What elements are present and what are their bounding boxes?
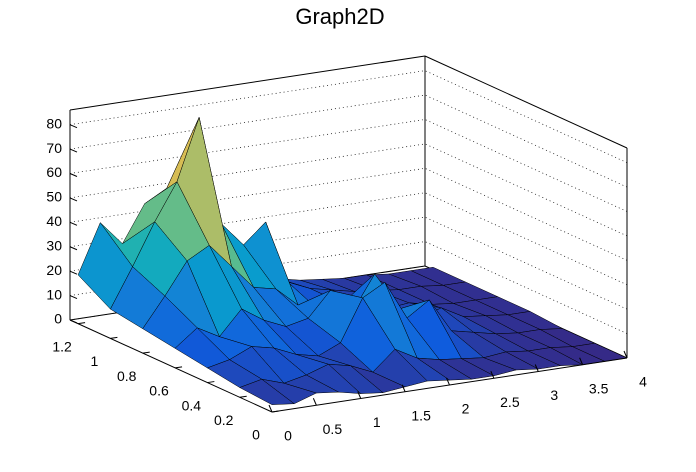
x-tick-label: 3.5 — [589, 380, 609, 396]
z-tick — [69, 221, 78, 226]
z-tick-label: 40 — [46, 213, 62, 229]
z-tick-label: 60 — [46, 164, 62, 180]
z-tick-label: 80 — [46, 115, 62, 131]
y-tick-label: 0 — [252, 427, 260, 443]
x-tick-label: 4 — [639, 374, 647, 390]
x-tick — [579, 357, 584, 365]
y-tick-label: 0.4 — [182, 397, 202, 413]
z-tick-label: 50 — [46, 189, 62, 205]
y-tick-label: 1 — [91, 353, 99, 369]
z-tick — [69, 270, 78, 275]
y-tick — [239, 395, 247, 398]
x-tick — [268, 404, 273, 413]
chart-title: Graph2D — [295, 4, 384, 29]
y-tick — [271, 410, 280, 413]
z-tick — [69, 295, 78, 300]
y-tick — [207, 381, 215, 384]
x-tick — [357, 391, 362, 399]
y-tick — [110, 336, 118, 339]
x-tick — [623, 350, 628, 359]
y-tick — [78, 322, 86, 325]
x-tick-label: 2 — [462, 401, 470, 417]
x-tick — [490, 371, 495, 379]
z-tick-label: 30 — [46, 237, 62, 253]
y-tick-label: 0.6 — [149, 383, 169, 399]
x-tick-label: 2.5 — [500, 394, 520, 410]
x-tick — [534, 364, 539, 372]
x-tick-label: 3 — [550, 387, 558, 403]
z-tick-label: 70 — [46, 140, 62, 156]
y-tick — [174, 366, 183, 369]
z-tick — [69, 124, 78, 129]
y-tick-label: 0.2 — [214, 412, 234, 428]
x-tick — [312, 398, 317, 406]
z-tick-label: 20 — [46, 262, 62, 278]
box-edge — [424, 55, 628, 149]
x-tick — [401, 384, 406, 392]
surface-cell — [239, 378, 295, 405]
x-tick-label: 1.5 — [411, 407, 431, 423]
y-axis — [69, 319, 273, 413]
x-tick-label: 0 — [284, 428, 292, 444]
x-tick — [446, 377, 450, 386]
y-tick — [142, 351, 150, 354]
z-tick — [69, 246, 78, 251]
box-edge — [69, 55, 426, 111]
y-tick-label: 1.2 — [52, 338, 72, 354]
y-tick-label: 0.8 — [117, 368, 137, 384]
z-tick-label: 0 — [54, 311, 62, 327]
x-tick-label: 0.5 — [323, 421, 343, 437]
x-tick-label: 1 — [373, 414, 381, 430]
z-tick — [69, 197, 78, 202]
z-tick — [69, 173, 78, 177]
z-tick-label: 10 — [46, 286, 62, 302]
z-tick — [69, 148, 78, 153]
